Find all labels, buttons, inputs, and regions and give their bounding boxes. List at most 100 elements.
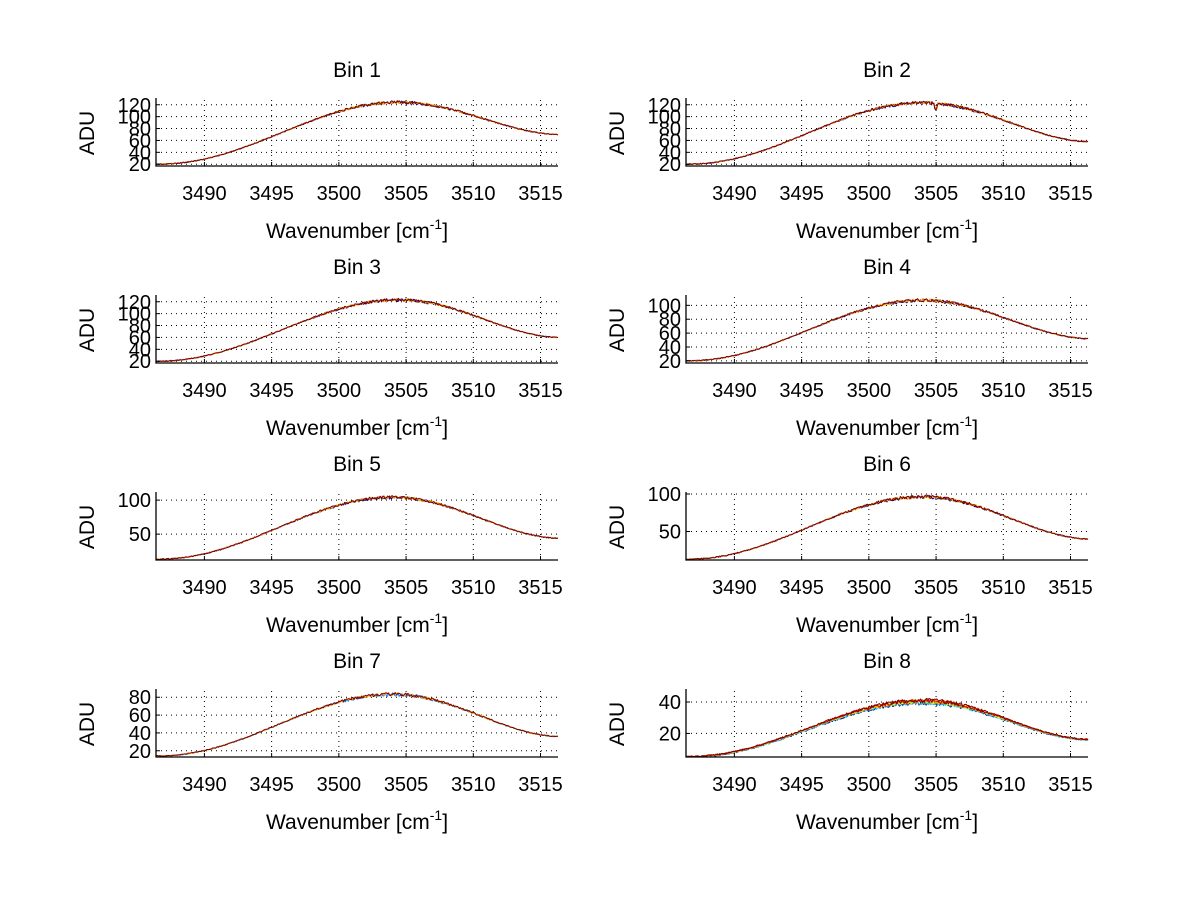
x-tick-label: 3495 <box>249 774 294 796</box>
y-tick-label: 80 <box>659 309 681 331</box>
subplot-bin-8: Bin 8 20 40 3490 3495 3500 3505 3510 3515 Wavenum… <box>606 650 1093 834</box>
y-axis-label: ADU <box>76 505 99 549</box>
y-tick-label: 40 <box>129 142 151 164</box>
y-tick-label: 20 <box>659 351 681 373</box>
y-tick-label: 20 <box>129 351 151 373</box>
x-axis-label: Wavenumber [cm-1] <box>796 610 978 637</box>
x-tick-label: 3505 <box>384 774 429 796</box>
x-axis-label-superscript: -1 <box>960 610 973 626</box>
y-tick-label: 100 <box>648 107 681 129</box>
x-axis-label: Wavenumber [cm-1] <box>266 610 448 637</box>
subplot-bin-5: Bin 5 50 100 3490 3495 3500 3505 3510 3515 Wavenu… <box>76 453 563 637</box>
x-axis-label: Wavenumber [cm-1] <box>266 413 448 440</box>
x-tick-label: 3495 <box>249 183 294 205</box>
y-tick-label: 20 <box>659 723 681 745</box>
subplot-title: Bin 4 <box>863 256 911 279</box>
x-tick-label: 3495 <box>779 183 824 205</box>
x-axis-label-superscript: -1 <box>430 610 443 626</box>
x-axis-label-bracket: ] <box>972 811 978 834</box>
x-tick-label: 3510 <box>981 774 1026 796</box>
x-tick-label: 3490 <box>712 183 757 205</box>
axes-frame <box>685 295 1088 364</box>
y-tick-label: 60 <box>129 327 151 349</box>
x-axis-label-text: Wavenumber [cm <box>796 614 960 637</box>
x-axis-label-superscript: -1 <box>960 216 973 232</box>
series-line-s3 <box>685 298 1089 362</box>
axes-frame <box>685 98 1088 167</box>
x-tick-label: 3495 <box>249 380 294 402</box>
x-axis-label-superscript: -1 <box>430 216 443 232</box>
x-tick-label: 3515 <box>518 183 563 205</box>
x-tick-label: 3515 <box>1048 577 1093 599</box>
y-tick-label: 120 <box>118 95 151 117</box>
subplot-title: Bin 8 <box>863 650 911 673</box>
y-tick-label: 100 <box>118 490 151 512</box>
series-line-s3 <box>155 495 559 561</box>
x-axis-label: Wavenumber [cm-1] <box>266 216 448 243</box>
y-tick-label: 40 <box>659 142 681 164</box>
subplot-title: Bin 1 <box>333 59 381 82</box>
y-axis-label: ADU <box>76 111 99 155</box>
x-tick-label: 3490 <box>182 577 227 599</box>
x-axis-label-bracket: ] <box>442 614 448 637</box>
x-tick-label: 3500 <box>847 774 892 796</box>
x-tick-label: 3510 <box>451 380 496 402</box>
subplot-title: Bin 3 <box>333 256 381 279</box>
y-tick-label: 40 <box>129 723 151 745</box>
y-tick-label: 40 <box>659 337 681 359</box>
series-line-s8 <box>685 697 1089 758</box>
y-tick-label: 60 <box>659 130 681 152</box>
x-tick-label: 3490 <box>712 380 757 402</box>
x-axis-label-text: Wavenumber [cm <box>266 614 430 637</box>
x-tick-label: 3500 <box>317 577 362 599</box>
axes-frame <box>685 689 1088 758</box>
x-tick-label: 3495 <box>779 380 824 402</box>
y-tick-label: 20 <box>129 741 151 763</box>
y-tick-label: 80 <box>129 119 151 141</box>
subplot-title: Bin 6 <box>863 453 911 476</box>
x-tick-label: 3495 <box>779 577 824 599</box>
y-tick-label: 80 <box>129 316 151 338</box>
x-tick-label: 3510 <box>451 774 496 796</box>
x-tick-label: 3510 <box>451 577 496 599</box>
y-axis-label: ADU <box>76 308 99 352</box>
x-tick-label: 3505 <box>914 774 959 796</box>
x-tick-label: 3515 <box>518 380 563 402</box>
axes-frame <box>155 492 558 561</box>
axes-frame <box>685 492 1088 561</box>
x-axis-label-superscript: -1 <box>960 413 973 429</box>
y-tick-label: 100 <box>118 107 151 129</box>
subplot-title: Bin 5 <box>333 453 381 476</box>
x-tick-label: 3490 <box>182 380 227 402</box>
y-tick-label: 80 <box>129 687 151 709</box>
x-tick-label: 3495 <box>249 577 294 599</box>
x-axis-label: Wavenumber [cm-1] <box>796 807 978 834</box>
x-axis-label-text: Wavenumber [cm <box>796 220 960 243</box>
x-tick-label: 3505 <box>384 183 429 205</box>
x-axis-label-bracket: ] <box>442 811 448 834</box>
x-axis-label-bracket: ] <box>972 417 978 440</box>
series-line-s3 <box>685 100 1089 165</box>
x-tick-label: 3510 <box>981 380 1026 402</box>
x-tick-label: 3490 <box>182 183 227 205</box>
x-tick-label: 3505 <box>914 577 959 599</box>
x-axis-label-text: Wavenumber [cm <box>796 417 960 440</box>
x-tick-label: 3515 <box>1048 774 1093 796</box>
x-tick-label: 3510 <box>981 577 1026 599</box>
x-tick-label: 3500 <box>847 183 892 205</box>
x-tick-label: 3515 <box>1048 380 1093 402</box>
y-tick-label: 80 <box>659 119 681 141</box>
y-tick-label: 100 <box>648 295 681 317</box>
x-tick-label: 3490 <box>712 577 757 599</box>
x-axis-label-bracket: ] <box>442 417 448 440</box>
x-axis-label-superscript: -1 <box>430 413 443 429</box>
x-tick-label: 3515 <box>518 774 563 796</box>
x-axis-label-superscript: -1 <box>430 807 443 823</box>
axes-frame <box>155 689 558 758</box>
